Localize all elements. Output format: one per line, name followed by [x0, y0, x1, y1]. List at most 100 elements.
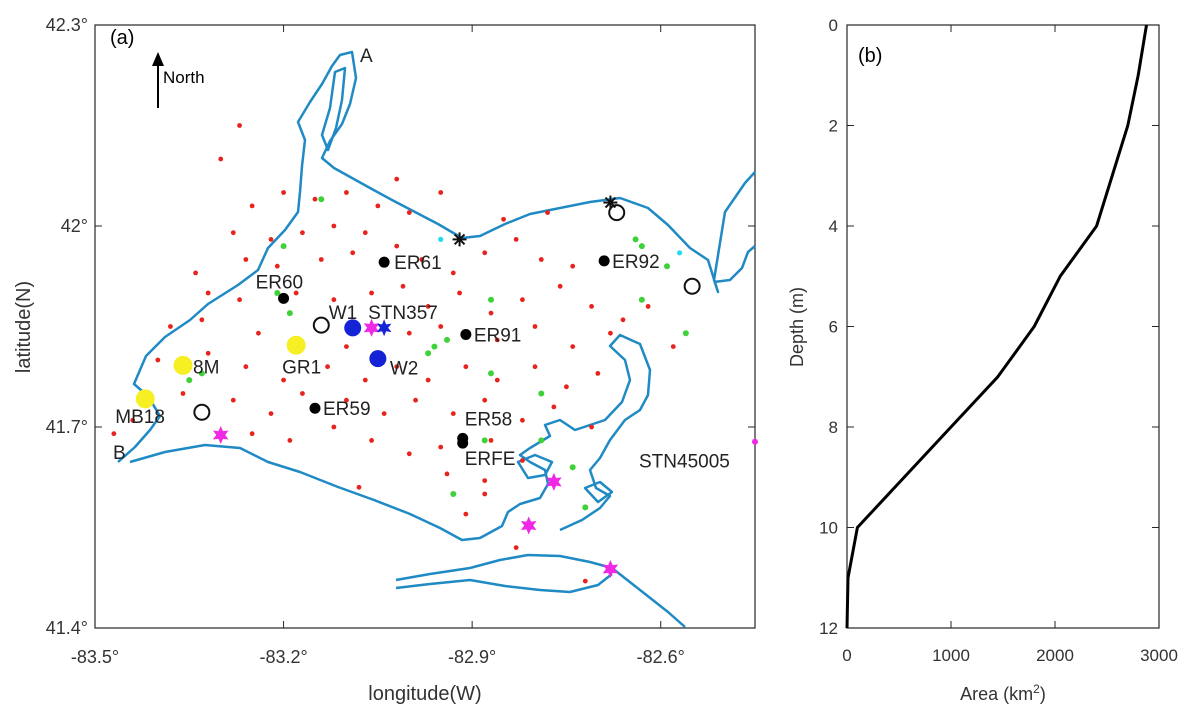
red-sample-point	[570, 263, 576, 269]
shoreline-island-1	[516, 453, 554, 480]
station-label: 8M	[193, 357, 219, 378]
panel-b-xlabel-sup: 2	[1033, 682, 1040, 696]
green-sample-point	[632, 236, 639, 243]
panel-a-ytick-label: 42.3°	[46, 15, 88, 35]
station-w1: W1	[329, 303, 362, 337]
red-sample-point	[532, 364, 538, 370]
panel-b-xtick-label: 1000	[932, 646, 970, 665]
station-label: ER58	[465, 409, 513, 430]
station-8m: 8M	[173, 355, 219, 378]
asterisk-stroke	[453, 233, 466, 246]
station-w2: W2	[369, 350, 418, 380]
red-sample-point	[520, 417, 525, 423]
station-stn45005: STN45005	[639, 438, 758, 473]
panel-a-xlabel: longitude(W)	[368, 683, 481, 705]
red-sample-point	[545, 210, 550, 216]
red-sample-point	[293, 290, 299, 296]
red-sample-point	[406, 451, 412, 457]
station-marker-dot	[460, 329, 472, 341]
red-sample-point	[249, 203, 255, 209]
red-sample-point	[425, 304, 431, 309]
red-sample-point	[394, 176, 400, 182]
red-sample-point	[463, 511, 469, 517]
red-sample-point	[438, 324, 444, 329]
station-label: ER92	[612, 252, 660, 273]
green-sample-point	[425, 350, 432, 357]
panel-a-label: (a)	[110, 27, 134, 49]
station-label: ER91	[474, 326, 522, 347]
shoreline-inner-bay	[320, 66, 347, 152]
station-er92: ER92	[598, 252, 660, 273]
green-sample-point	[638, 243, 645, 250]
red-sample-point	[205, 290, 211, 296]
red-sample-point	[513, 545, 519, 550]
red-sample-point	[463, 364, 469, 370]
panel-b-ytick-label: 6	[829, 318, 838, 337]
red-sample-point	[356, 484, 362, 490]
red-sample-point	[300, 230, 305, 236]
open-circle-marker	[683, 277, 701, 295]
cyan-sample-point	[438, 236, 444, 242]
panel-a-ytick-label: 42°	[61, 216, 88, 236]
station-gr1: GR1	[282, 335, 321, 378]
station-marker-dot	[135, 389, 155, 409]
open-circle-markers	[193, 204, 701, 421]
asterisk-markers	[452, 195, 618, 247]
red-sample-point	[318, 257, 324, 262]
panel-b-ytick-label: 8	[829, 418, 838, 437]
panel-b-xtick-label: 3000	[1140, 646, 1178, 665]
panel-a-xtick-label: -82.9°	[448, 647, 496, 667]
red-sample-point	[369, 290, 374, 296]
panel-b-xtick-label: 2000	[1036, 646, 1074, 665]
green-sample-points	[186, 196, 689, 511]
red-sample-point	[155, 357, 161, 363]
red-sample-point	[331, 424, 337, 430]
red-sample-point	[168, 324, 173, 329]
red-sample-point	[230, 397, 236, 403]
red-sample-point	[281, 190, 286, 195]
red-sample-point	[230, 230, 236, 236]
green-sample-point	[444, 336, 450, 343]
red-sample-point	[218, 156, 224, 162]
red-sample-point	[256, 330, 261, 336]
red-sample-point	[243, 364, 249, 370]
red-sample-point	[589, 304, 594, 309]
cyan-sample-points	[438, 236, 683, 256]
red-sample-point	[570, 344, 576, 349]
asterisk-stroke	[604, 196, 617, 209]
magenta-star-marker	[212, 426, 229, 444]
green-sample-point	[481, 437, 488, 444]
red-sample-point	[312, 196, 318, 202]
north-arrow: North	[152, 52, 205, 108]
red-sample-point	[331, 297, 337, 303]
red-sample-point	[501, 216, 506, 222]
red-sample-point	[538, 257, 544, 262]
green-sample-point	[186, 377, 193, 384]
red-sample-point	[381, 411, 387, 416]
panel-a-ytick-label: 41.4°	[46, 618, 88, 638]
red-sample-point	[608, 330, 613, 336]
station-label: STN357	[368, 303, 438, 324]
station-label: GR1	[282, 357, 321, 378]
red-sample-point	[444, 471, 450, 477]
red-sample-point	[482, 250, 488, 256]
red-sample-point	[450, 411, 456, 416]
red-sample-point	[564, 384, 569, 390]
red-sample-point	[344, 190, 349, 195]
red-sample-point	[450, 270, 456, 276]
green-sample-point	[682, 330, 689, 337]
shoreline-east	[713, 245, 756, 284]
station-label: ERFE	[465, 449, 516, 470]
red-sample-point	[268, 411, 274, 416]
red-sample-point	[551, 404, 557, 410]
red-sample-point	[362, 230, 368, 236]
panel-b-ytick-label: 10	[819, 519, 838, 538]
red-sample-point	[400, 283, 406, 289]
green-sample-point	[538, 437, 545, 444]
red-sample-point	[438, 190, 444, 195]
shoreline-island-2	[583, 480, 614, 504]
panel-b-ytick-label: 4	[829, 217, 838, 236]
red-sample-point	[620, 317, 626, 323]
red-sample-point	[413, 397, 418, 403]
